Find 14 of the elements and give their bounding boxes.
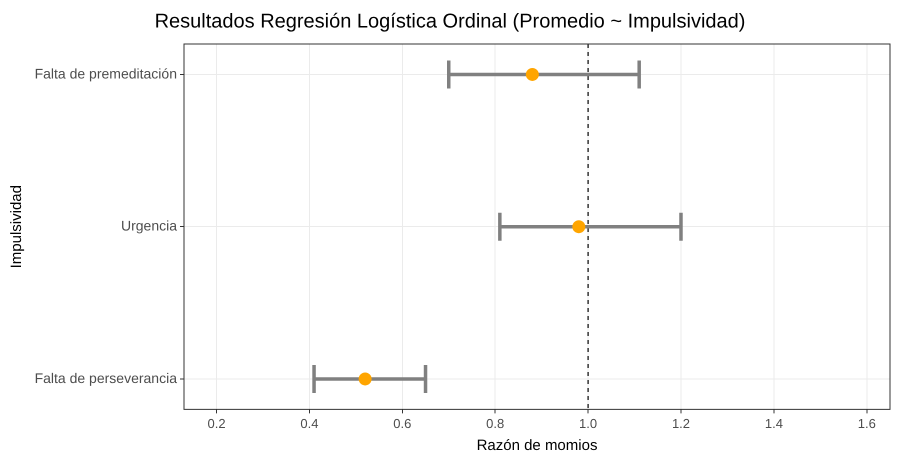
x-tick-label: 1.0 [579,416,598,431]
x-tick-label: 1.4 [764,416,783,431]
x-tick-label: 0.2 [207,416,226,431]
x-tick-label: 0.6 [393,416,412,431]
x-tick-label: 1.6 [858,416,876,431]
x-tick-label: 1.2 [672,416,690,431]
y-tick-label: Urgencia [120,218,178,234]
x-axis-title: Razón de momios [476,437,598,454]
y-tick-label: Falta de premeditación [34,65,177,82]
x-tick-label: 0.4 [300,416,318,431]
chart-title: Resultados Regresión Logística Ordinal (Promedio ~ Impulsividad) [154,10,746,33]
x-tick-label: 0.8 [486,416,504,431]
y-axis-title: Impulsividad [8,185,26,268]
y-tick-label: Falta de perseverancia [34,370,178,386]
